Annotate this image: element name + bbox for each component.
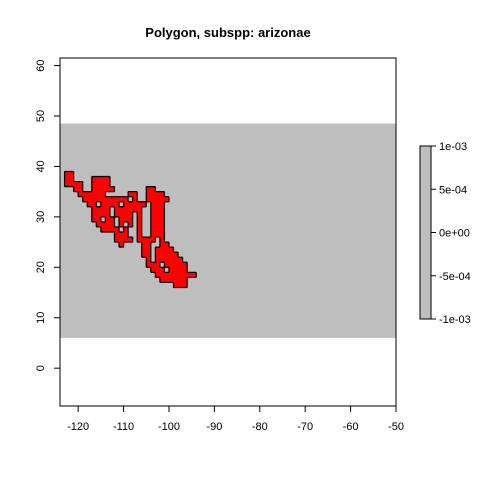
- polygon-cell: [141, 252, 152, 258]
- polygon-cell: [137, 237, 156, 243]
- polygon-cell: [100, 201, 120, 208]
- polygon-cell: [114, 237, 133, 243]
- polygon-cell: [159, 242, 170, 248]
- polygon-cell: [64, 171, 74, 177]
- plot-frame: [59, 57, 397, 407]
- polygon-cell: [132, 196, 138, 203]
- polygon-cell: [82, 196, 129, 203]
- polygon-cell: [173, 282, 188, 288]
- legend-tick-label: -5e-04: [439, 271, 471, 283]
- polygon-cell: [150, 201, 165, 208]
- polygon-cell: [105, 216, 115, 223]
- x-tick-label: -50: [388, 421, 404, 433]
- y-tick-label: 30: [35, 211, 47, 223]
- x-tick-label: -80: [252, 421, 268, 433]
- polygon-cell: [91, 206, 111, 213]
- polygon-cell: [137, 211, 143, 218]
- polygon-cell: [150, 226, 165, 233]
- x-tick-label: -70: [297, 421, 313, 433]
- x-tick-label: -90: [206, 421, 222, 433]
- polygon-cell: [119, 221, 124, 228]
- polygon-cell: [141, 242, 152, 248]
- polygon-cell: [100, 226, 120, 233]
- polygon-cell: [91, 181, 111, 187]
- polygon-cell: [155, 247, 174, 253]
- x-tick-label: -120: [67, 421, 89, 433]
- polygon-cell: [141, 247, 152, 253]
- plot-area: -120 -110 -100 -90 -80 -70 -60 -50 0 10 20 30 40 50 60: [35, 57, 404, 433]
- y-tick-label: 20: [35, 261, 47, 273]
- polygon-cell: [146, 257, 152, 263]
- polygon-cell: [119, 216, 133, 223]
- x-tick-label: -60: [343, 421, 359, 433]
- polygon-cell: [150, 216, 165, 223]
- polygon-cell: [114, 206, 143, 213]
- polygon-cell: [114, 232, 129, 238]
- polygon-cell: [137, 216, 143, 223]
- polygon-cell: [64, 176, 74, 182]
- polygon-cell: [91, 211, 111, 218]
- polygon-cell: [119, 242, 124, 248]
- legend-tick-label: 1e-03: [439, 141, 467, 153]
- x-tick-label: -100: [158, 421, 180, 433]
- legend-color-bar: [419, 145, 432, 320]
- y-tick-label: 40: [35, 160, 47, 172]
- y-tick-label: 60: [35, 59, 47, 71]
- legend-tick-label: 5e-04: [439, 184, 467, 196]
- polygon-cell: [164, 262, 188, 268]
- polygon-cell: [168, 267, 188, 273]
- polygon-cell: [155, 252, 179, 258]
- polygon-cell: [87, 201, 97, 208]
- polygon-cell: [137, 226, 143, 233]
- legend-tick-label: 0e+00: [439, 228, 470, 240]
- y-tick-label: 0: [35, 365, 47, 371]
- polygon-cell: [73, 186, 84, 192]
- polygon-cell: [91, 186, 115, 192]
- polygon-cell: [155, 257, 183, 263]
- color-legend: 1e-03 5e-04 0e+00 -5e-04 -1e-03: [419, 141, 471, 326]
- legend-tick-label: -1e-03: [439, 314, 471, 326]
- polygon-cell: [128, 221, 133, 228]
- polygon-cell: [150, 206, 165, 213]
- range-polygon: [63, 170, 197, 289]
- polygon-cell: [146, 196, 170, 203]
- polygon-cell: [128, 191, 138, 197]
- polygon-cell: [159, 237, 165, 243]
- polygon-cell: [146, 186, 156, 192]
- polygon-cell: [96, 221, 115, 228]
- polygon-cell: [137, 232, 143, 238]
- y-tick-label: 50: [35, 110, 47, 122]
- x-tick-label: -110: [113, 421, 134, 433]
- polygon-outline: [63, 170, 197, 289]
- polygon-cell: [123, 201, 147, 208]
- polygon-cell: [137, 221, 143, 228]
- plot-title: Polygon, subspp: arizonae: [145, 25, 310, 40]
- polygon-cell: [78, 191, 106, 197]
- polygon-cell: [146, 262, 161, 268]
- polygon-cell: [91, 216, 102, 223]
- polygon-cell: [155, 272, 197, 278]
- polygon-cell: [123, 226, 129, 233]
- polygon-cell: [146, 191, 165, 197]
- polygon-cell: [114, 211, 133, 218]
- polygon-cell: [91, 176, 111, 182]
- polygon-cell: [150, 267, 165, 273]
- y-tick-label: 10: [35, 312, 47, 324]
- polygon-cell: [150, 221, 165, 228]
- polygon-cell: [159, 277, 188, 283]
- polygon-cell: [64, 181, 84, 187]
- polygon-cell: [150, 232, 165, 238]
- polygon-cell: [150, 211, 165, 218]
